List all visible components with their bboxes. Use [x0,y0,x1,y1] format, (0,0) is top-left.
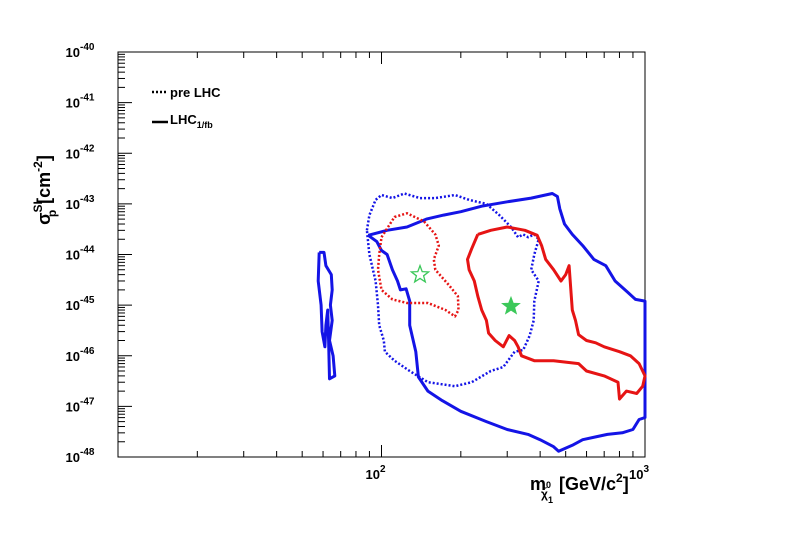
y-tick-label-exp: -43 [80,194,95,205]
legend-label-lhc-sub: 1/fb [197,120,214,130]
y-axis-title-unit-sup: -2 [31,161,45,172]
x-tick-label-exp: 3 [643,464,649,475]
contour-curves [316,192,647,453]
y-tick-label-base: 10 [66,298,80,313]
y-tick-label-exp: -47 [80,396,95,407]
y-tick-label-base: 10 [66,349,80,364]
y-tick-label-base: 10 [66,197,80,212]
y-tick-label: 10-42 [66,143,95,161]
star-open-marker [409,263,431,284]
y-tick-label-base: 10 [66,450,80,465]
y-tick-label-exp: -40 [80,42,95,53]
y-tick-label-exp: -46 [80,346,95,357]
y-tick-label-base: 10 [66,96,80,111]
y-tick-label-base: 10 [66,399,80,414]
y-tick-label-base: 10 [66,45,80,60]
x-axis-title-unit-sup: 2 [616,471,623,485]
y-tick-label: 10-47 [66,396,95,414]
y-tick-label-exp: -48 [80,447,95,458]
y-tick-label-exp: -45 [80,295,95,306]
x-tick-label-exp: 2 [380,464,386,475]
y-tick-label: 10-43 [66,194,95,212]
y-tick-label: 10-48 [66,447,95,465]
x-tick-labels: 102 103 [365,464,649,482]
y-tick-label-base: 10 [66,248,80,263]
benchmark-markers [409,263,521,315]
axis-ticks [117,51,634,458]
y-axis-title-sub: p [45,210,59,217]
x-axis-title-sub: χ̃ [541,486,548,501]
contour-blue-solid-1 [367,192,647,453]
y-axis-title-base: σ [34,213,54,225]
x-axis-title-unit: [GeV/c [559,474,616,494]
x-axis-title: m0 χ̃1 [GeV/c2] [530,471,629,505]
x-tick-label: 102 [365,464,385,482]
y-tick-label: 10-40 [66,42,95,60]
y-tick-label-exp: -42 [80,143,95,154]
y-tick-label: 10-44 [66,245,95,263]
y-tick-label: 10-45 [66,295,95,313]
y-axis-title-unit-end: ] [34,155,54,161]
x-tick-label-base: 10 [629,467,643,482]
y-axis-title: σSIp [cm-2] [31,155,59,225]
y-tick-label-exp: -41 [80,93,95,104]
x-axis-title-sub-sup: 0 [546,480,551,490]
contour-red-solid-4 [466,225,647,401]
x-axis-title-unit-end: ] [623,474,629,494]
legend-label-lhc: LHC1/fb [170,112,213,130]
x-tick-label: 103 [629,464,649,482]
x-tick-label-base: 10 [365,467,379,482]
y-tick-labels: 10-4810-4710-4610-4510-4410-4310-4210-41… [66,42,95,465]
x-axis-title-sub-sub: 1 [548,495,553,505]
y-axis-title-sup: SI [31,201,45,212]
contour-blue-solid-0 [316,250,337,381]
star-filled-marker [501,295,521,315]
y-tick-label: 10-41 [66,93,95,111]
legend: pre LHC LHC1/fb [152,85,221,130]
y-tick-label-exp: -44 [80,245,95,256]
y-tick-label: 10-46 [66,346,95,364]
contour-red-dotted-3 [376,212,460,318]
plot-frame [117,51,646,458]
x-axis-title-base: m [530,474,546,494]
y-axis-title-unit: [cm [34,172,54,204]
legend-label-prelhc: pre LHC [170,85,221,100]
y-tick-label-base: 10 [66,146,80,161]
legend-label-lhc-base: LHC [170,112,197,127]
